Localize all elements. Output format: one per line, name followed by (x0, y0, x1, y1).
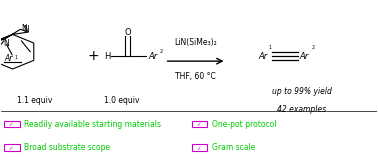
Text: ✓: ✓ (8, 146, 13, 151)
Text: ✓: ✓ (8, 122, 13, 127)
Text: up to 99% yield: up to 99% yield (272, 87, 332, 96)
FancyBboxPatch shape (4, 144, 20, 151)
Text: 1: 1 (14, 55, 17, 60)
Text: 1: 1 (268, 45, 271, 50)
Text: 42 examples: 42 examples (277, 105, 326, 114)
Text: Gram scale: Gram scale (212, 143, 255, 152)
Text: Readily available starting materials: Readily available starting materials (24, 120, 161, 128)
Text: H: H (104, 52, 110, 61)
Text: Ar: Ar (300, 52, 309, 61)
Text: N: N (4, 39, 9, 48)
Text: ✓: ✓ (196, 122, 201, 127)
Text: THF, 60 °C: THF, 60 °C (175, 72, 216, 81)
Text: 2: 2 (311, 45, 314, 50)
FancyBboxPatch shape (4, 121, 20, 128)
Text: Ar: Ar (149, 52, 158, 61)
Text: One-pot protocol: One-pot protocol (212, 120, 276, 128)
Text: LiN(SiMe₃)₂: LiN(SiMe₃)₂ (174, 38, 217, 47)
Text: O: O (124, 28, 131, 36)
Text: 1.0 equiv: 1.0 equiv (104, 96, 139, 105)
Text: 1.1 equiv: 1.1 equiv (17, 96, 53, 105)
Text: Broad substrate scope: Broad substrate scope (24, 143, 110, 152)
Text: +: + (87, 49, 99, 63)
Text: ✓: ✓ (196, 146, 201, 151)
FancyBboxPatch shape (192, 121, 207, 128)
Text: Ar: Ar (4, 54, 12, 63)
Text: Ar: Ar (259, 52, 268, 61)
FancyBboxPatch shape (192, 144, 207, 151)
Text: N: N (24, 25, 29, 34)
Text: 2: 2 (159, 49, 163, 54)
Text: N: N (21, 24, 27, 33)
